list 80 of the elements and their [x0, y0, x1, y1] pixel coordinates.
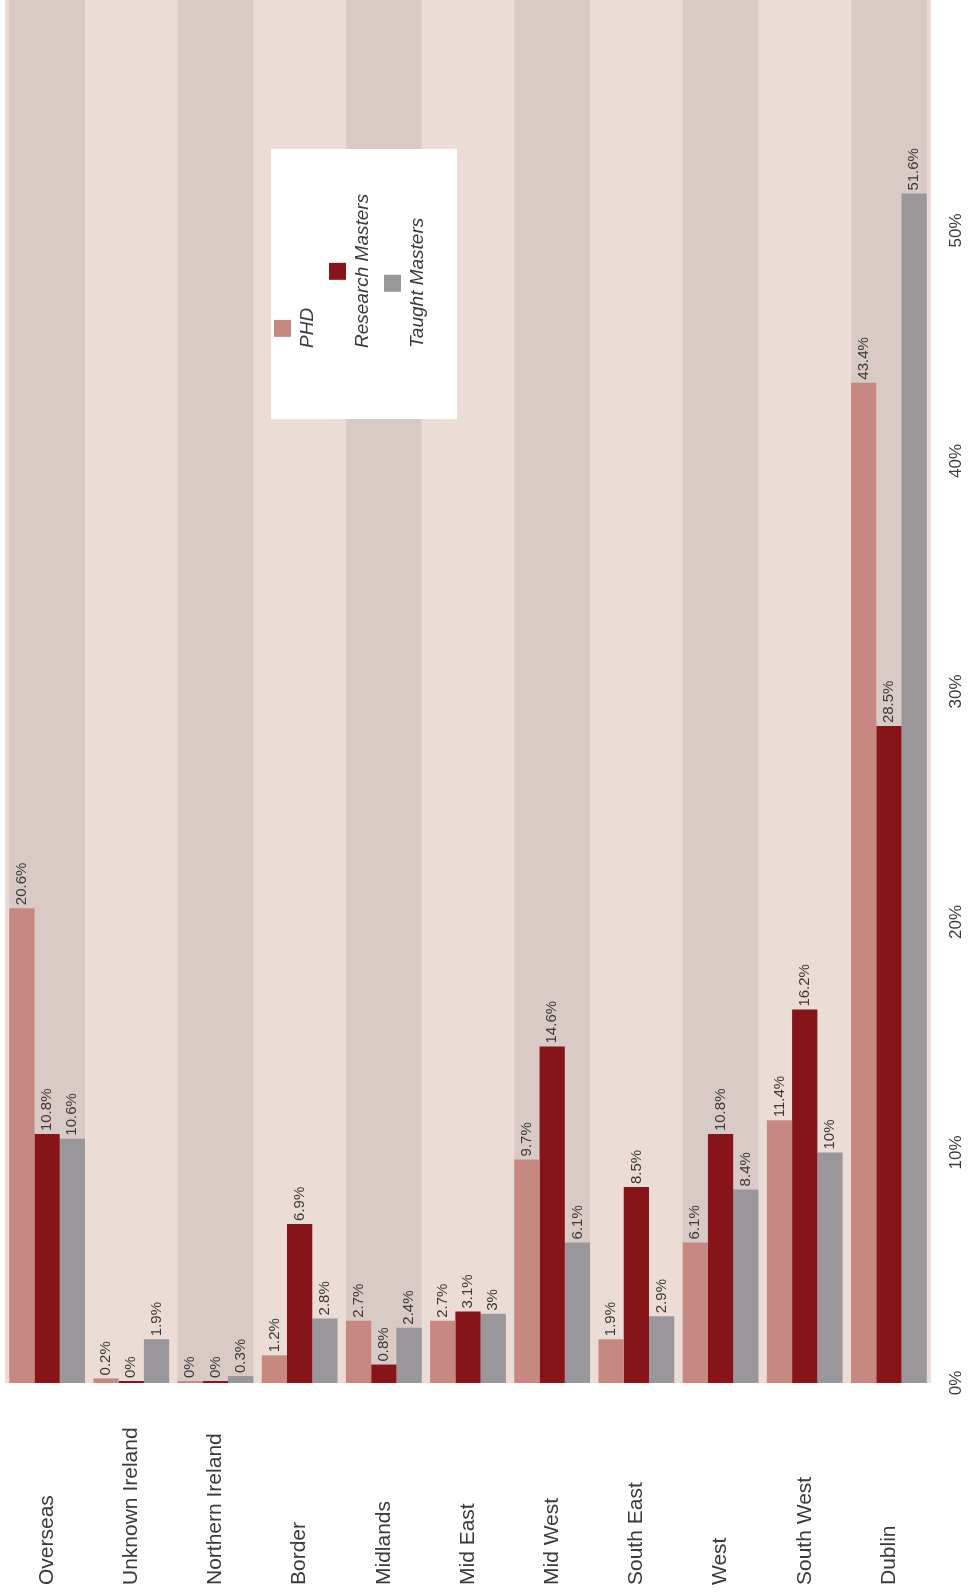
- legend-label: Research Masters: [349, 193, 373, 348]
- y-tick-label: 10%: [945, 1135, 965, 1170]
- bar: [766, 1120, 793, 1383]
- bar: [312, 1318, 338, 1383]
- x-tick-label: Mid East: [454, 1503, 478, 1585]
- bar: [143, 1339, 170, 1383]
- bar: [261, 1355, 288, 1383]
- data-label: 0.3%: [230, 1338, 248, 1374]
- x-tick-label: Unknown Ireland: [118, 1427, 142, 1585]
- data-label: 0%: [205, 1356, 223, 1378]
- data-label: 43.4%: [853, 337, 871, 380]
- bar: [707, 1134, 734, 1383]
- data-label: 0%: [121, 1356, 139, 1378]
- x-tick-label: Overseas: [33, 1495, 57, 1585]
- data-label: 10.8%: [37, 1088, 55, 1132]
- data-label: 2.7%: [348, 1283, 366, 1318]
- data-label: 8.5%: [626, 1149, 644, 1185]
- data-label: 0.8%: [373, 1327, 391, 1362]
- bar: [430, 1320, 456, 1383]
- bar: [564, 1242, 591, 1383]
- bar: [514, 1159, 540, 1383]
- y-tick-label: 50%: [945, 213, 965, 248]
- bar: [371, 1364, 397, 1383]
- data-label: 1.9%: [601, 1302, 619, 1337]
- bar: [598, 1339, 624, 1383]
- bar: [648, 1316, 675, 1383]
- bar: [623, 1187, 649, 1383]
- bar: [93, 1378, 119, 1383]
- data-label: 2.9%: [651, 1278, 669, 1314]
- data-label: 1.2%: [264, 1318, 282, 1353]
- bar: [396, 1327, 422, 1383]
- legend-label: PHD: [294, 307, 318, 348]
- bar: [345, 1320, 372, 1383]
- y-tick-label: 20%: [945, 904, 965, 940]
- bar: [817, 1152, 843, 1383]
- x-tick-label: Mid West: [538, 1497, 562, 1585]
- x-tick-label: Northern Ireland: [202, 1433, 226, 1585]
- bar: [9, 908, 35, 1383]
- data-label: 6.1%: [567, 1205, 585, 1240]
- x-tick-label: Midlands: [370, 1500, 394, 1585]
- data-label: 14.6%: [542, 1000, 560, 1044]
- bar: [287, 1223, 313, 1383]
- data-label: 10.6%: [62, 1093, 80, 1136]
- data-label: 8.4%: [735, 1152, 753, 1187]
- data-label: 2.8%: [315, 1281, 333, 1316]
- bar: [480, 1313, 506, 1383]
- y-tick-label: 0%: [945, 1370, 965, 1396]
- bar: [59, 1138, 85, 1383]
- data-label: 0.2%: [96, 1341, 114, 1376]
- legend-label: Taught Masters: [404, 217, 428, 348]
- data-label: 1.9%: [146, 1302, 164, 1337]
- data-label: 20.6%: [11, 862, 29, 906]
- data-label: 3%: [483, 1289, 501, 1311]
- data-label: 10%: [820, 1119, 838, 1150]
- data-label: 10.8%: [710, 1088, 728, 1132]
- x-tick-label: Dublin: [875, 1525, 899, 1585]
- data-label: 2.7%: [432, 1283, 450, 1318]
- bar: [455, 1311, 481, 1383]
- data-label: 6.1%: [685, 1205, 703, 1240]
- x-tick-label: South East: [623, 1482, 647, 1585]
- data-label: 6.9%: [289, 1186, 307, 1221]
- data-label: 2.4%: [399, 1290, 417, 1325]
- bar: [792, 1009, 818, 1383]
- data-label: 16.2%: [794, 964, 812, 1007]
- data-label: 0%: [180, 1356, 198, 1378]
- data-label: 28.5%: [879, 680, 897, 724]
- bar: [733, 1189, 759, 1383]
- bar: [228, 1376, 254, 1383]
- bar: [682, 1242, 708, 1383]
- x-tick-label: West: [707, 1537, 731, 1585]
- data-label: 11.4%: [769, 1075, 787, 1118]
- data-label: 3.1%: [458, 1274, 476, 1309]
- data-label: 51.6%: [904, 148, 922, 191]
- y-tick-label: 40%: [945, 443, 965, 479]
- y-tick-label: 30%: [945, 674, 965, 709]
- x-tick-label: South West: [791, 1476, 815, 1585]
- bar: [539, 1046, 565, 1383]
- data-label: 9.7%: [517, 1122, 535, 1157]
- bar: [34, 1134, 60, 1383]
- x-tick-label: Border: [286, 1521, 310, 1585]
